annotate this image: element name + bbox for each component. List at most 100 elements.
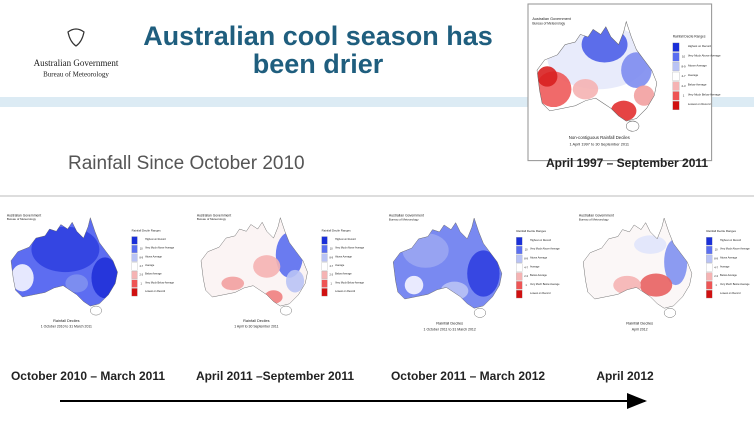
legend-label: Average xyxy=(145,264,155,267)
legend-label: Very Much Above Average xyxy=(335,247,365,250)
legend-swatch xyxy=(706,281,713,290)
legend-label: Very Much Above Average xyxy=(688,54,721,58)
rainfall-region xyxy=(537,66,558,87)
legend-label: Highest on Record xyxy=(335,238,356,241)
map-period: April 2012 xyxy=(632,327,648,331)
legend-swatch xyxy=(321,270,328,279)
legend-swatch xyxy=(672,42,680,52)
legend-label: Below Average xyxy=(145,273,162,276)
map-caption: April 2012 xyxy=(596,369,654,383)
legend-swatch xyxy=(516,281,523,290)
legend-swatch xyxy=(131,245,138,254)
legend-label: Below Average xyxy=(335,273,352,276)
map-period: 1 April 1997 to 30 September 2011 xyxy=(569,141,629,146)
legend-swatch xyxy=(321,288,328,297)
map-period: 1 October 2010 to 31 March 2011 xyxy=(41,325,92,329)
legend-label: Below Average xyxy=(688,83,707,87)
legend-decile: 2-3 xyxy=(714,275,718,278)
legend-swatch xyxy=(672,52,680,62)
legend-decile: 4-7 xyxy=(329,265,333,268)
coastline xyxy=(582,217,693,318)
crest xyxy=(67,28,85,47)
legend-swatch xyxy=(672,81,680,91)
map-period: 1 October 2011 to 31 March 2012 xyxy=(424,327,476,331)
legend-label: Average xyxy=(720,265,730,268)
map-title: Rainfall Deciles xyxy=(53,319,79,323)
legend-swatch xyxy=(516,263,523,272)
subtitle: Rainfall Since October 2010 xyxy=(68,153,305,174)
map-agency: Australian Government xyxy=(7,213,41,217)
legend-swatch xyxy=(706,272,713,281)
legend-swatch xyxy=(672,101,680,111)
legend-decile: 4-7 xyxy=(714,266,718,269)
map-title: Rainfall Deciles xyxy=(626,321,653,326)
legend-label: Above Average xyxy=(720,257,738,260)
coastline xyxy=(536,20,658,132)
legend-label: Very Much Below Average xyxy=(335,281,365,284)
legend-decile: 10 xyxy=(525,249,528,252)
legend-label: Lowest on Record xyxy=(335,290,356,293)
map-caption: April 2011 –September 2011 xyxy=(196,369,354,383)
legend-label: Average xyxy=(530,265,540,268)
rainfall-region xyxy=(634,235,667,254)
legend-swatch xyxy=(321,253,328,262)
rainfall-region xyxy=(639,273,673,297)
legend-swatch xyxy=(672,71,680,81)
legend-decile: 2-3 xyxy=(524,275,528,278)
legend-swatch xyxy=(516,245,523,255)
legend-decile: 2-3 xyxy=(139,274,143,277)
legend-swatch xyxy=(516,237,523,246)
legend-swatch xyxy=(672,91,680,101)
legend-title: Rainfall Decile Ranges xyxy=(706,229,736,233)
bureau: Bureau of Meteorology xyxy=(43,71,109,79)
rainfall-region xyxy=(253,255,281,278)
legend-swatch xyxy=(706,237,713,246)
legend-swatch xyxy=(131,270,138,279)
map-period: 1 April to 30 September 2011 xyxy=(234,325,278,329)
title-line: Australian cool season has xyxy=(143,21,493,51)
legend-decile: 4-7 xyxy=(524,266,528,269)
rainfall-region xyxy=(31,226,100,273)
map-bureau: Bureau of Meteorology xyxy=(7,217,37,221)
legend-label: Highest on Record xyxy=(530,239,552,242)
map-bureau: Bureau of Meteorology xyxy=(197,217,227,221)
legend-title: Rainfall Decile Ranges xyxy=(516,229,546,233)
legend-label: Above Average xyxy=(145,255,162,258)
rainfall-region xyxy=(65,274,89,293)
map-agency: Australian Government xyxy=(579,214,614,218)
legend-swatch xyxy=(321,245,328,254)
map-title: Rainfall Deciles xyxy=(243,319,269,323)
legend-decile: 2-3 xyxy=(329,274,333,277)
legend-decile: 1 xyxy=(683,94,685,98)
coastline xyxy=(392,217,503,318)
rainfall-region xyxy=(633,85,655,106)
legend-decile: 8-9 xyxy=(329,256,333,259)
agency: Australian Government xyxy=(34,58,119,68)
rainfall-region xyxy=(404,275,424,295)
legend-decile: 10 xyxy=(715,249,718,252)
legend-label: Very Much Below Average xyxy=(530,283,560,286)
legend-decile: 8-9 xyxy=(714,258,718,261)
map-caption: October 2011 – March 2012 xyxy=(391,369,545,383)
legend-label: Very Much Below Average xyxy=(688,92,721,96)
coastline xyxy=(200,216,308,316)
map-caption: October 2010 – March 2011 xyxy=(11,369,165,383)
legend-swatch xyxy=(131,262,138,271)
legend-label: Lowest on Record xyxy=(720,292,741,295)
legend-label: Very Much Above Average xyxy=(530,248,560,251)
legend-label: Lowest on Record xyxy=(530,292,551,295)
legend-decile: 8-9 xyxy=(139,256,143,259)
legend-label: Above Average xyxy=(335,255,352,258)
legend-swatch xyxy=(516,272,523,281)
rainfall-region xyxy=(91,257,118,299)
legend-label: Above Average xyxy=(688,63,707,67)
legend-decile: 1 xyxy=(525,284,527,287)
rainfall-region xyxy=(221,276,245,291)
legend-swatch xyxy=(131,279,138,288)
legend-swatch xyxy=(321,236,328,245)
legend-label: Highest on Record xyxy=(145,238,166,241)
legend-label: Lowest on Record xyxy=(145,290,166,293)
